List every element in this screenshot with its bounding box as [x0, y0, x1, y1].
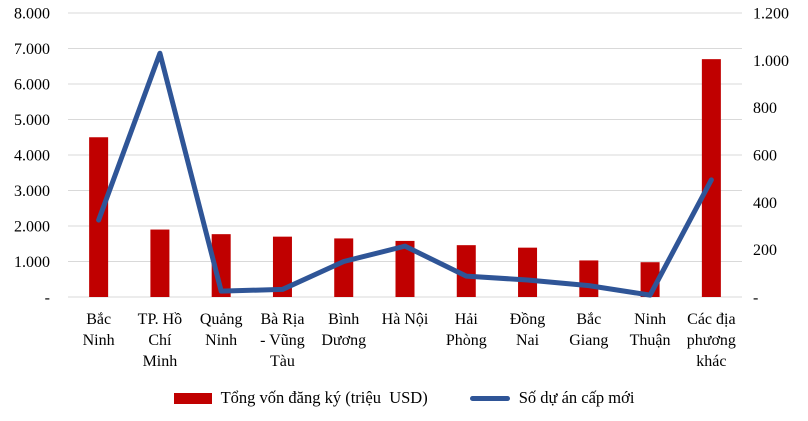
bar-series-label: Tổng vốn đăng ký (triệu USD) [220, 388, 428, 407]
category-label: Hải Phòng [446, 311, 487, 349]
category-label: Đồng Nai [510, 311, 546, 349]
svg-text:3.000: 3.000 [14, 183, 50, 200]
svg-text:1.000: 1.000 [753, 53, 789, 70]
legend-item-new-projects: Số dự án cấp mới [469, 388, 635, 408]
svg-text:6.000: 6.000 [14, 77, 50, 94]
bar [456, 245, 476, 297]
right-axis-labels: - 200 400 600 800 1.000 1.200 [753, 6, 789, 307]
category-label: Các địa phương khác [687, 311, 736, 370]
svg-text:800: 800 [753, 100, 777, 117]
combo-chart-plot: - 1.000 2.000 3.000 4.000 5.000 6.000 7.000 8.00… [14, 6, 789, 371]
category-label: Bình Dương [321, 311, 366, 349]
svg-text:4.000: 4.000 [14, 148, 50, 165]
svg-text:1.000: 1.000 [14, 254, 50, 271]
svg-text:7.000: 7.000 [14, 41, 50, 58]
svg-text:-: - [45, 290, 50, 307]
svg-text:400: 400 [753, 195, 777, 212]
category-label: Ninh Thuận [630, 311, 671, 349]
svg-text:1.200: 1.200 [753, 6, 789, 23]
bar [579, 260, 599, 297]
line-series [96, 50, 714, 298]
category-label: Bà Rịa - Vũng Tàu [260, 311, 305, 370]
category-label: Hà Nội [382, 311, 429, 328]
category-labels: Bắc Ninh TP. Hồ Chí Minh Quảng Ninh Bà Rịa - Vũn… [83, 311, 736, 370]
bar [395, 240, 415, 297]
line-series-swatch [469, 395, 510, 401]
chart-legend: Tổng vốn đăng ký (triệu USD) Số dự án cấ… [0, 381, 808, 415]
category-label: Bắc Giang [569, 311, 608, 349]
bar [518, 247, 538, 297]
category-label: Bắc Ninh [83, 311, 115, 349]
bar [272, 236, 292, 297]
bar-series-swatch [173, 392, 212, 404]
svg-text:5.000: 5.000 [14, 112, 50, 129]
category-label: TP. Hồ Chí Minh [138, 311, 182, 370]
category-label: Quảng Ninh [200, 311, 243, 349]
svg-text:8.000: 8.000 [14, 6, 50, 23]
gridlines [68, 12, 742, 298]
bar [334, 238, 354, 297]
bar [150, 229, 170, 297]
svg-text:2.000: 2.000 [14, 219, 50, 236]
svg-text:600: 600 [753, 148, 777, 165]
left-axis-labels: - 1.000 2.000 3.000 4.000 5.000 6.000 7.000 8.00… [14, 6, 50, 307]
svg-text:200: 200 [753, 242, 777, 259]
svg-text:-: - [753, 290, 758, 307]
legend-item-registered-capital: Tổng vốn đăng ký (triệu USD) [173, 388, 428, 408]
line-series-label: Số dự án cấp mới [518, 388, 635, 407]
